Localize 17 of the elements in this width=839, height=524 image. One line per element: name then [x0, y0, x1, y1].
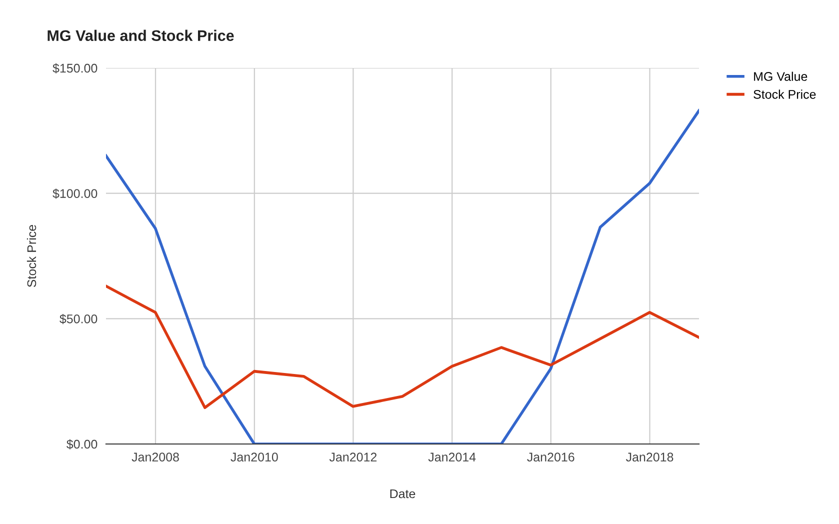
line-series — [106, 284, 699, 410]
y-tick-label: $50.00 — [60, 314, 98, 324]
x-tick-label: Jan2008 — [132, 452, 179, 462]
y-tick-label: $150.00 — [52, 63, 98, 74]
chart-title: MG Value and Stock Price — [48, 30, 234, 42]
x-tick-label: Jan2018 — [626, 452, 674, 462]
x-tick-label: Jan2012 — [329, 452, 377, 462]
x-tick-label: Jan2014 — [428, 452, 476, 462]
y-tick-label: $100.00 — [52, 188, 98, 199]
y-tick-label: $0.00 — [66, 439, 98, 450]
legend-label: MG Value — [754, 72, 808, 81]
x-axis-title: Date — [390, 489, 416, 498]
legend-label: Stock Price — [754, 90, 816, 99]
x-tick-label: Jan2016 — [527, 452, 574, 462]
x-tick-label: Jan2010 — [230, 452, 278, 462]
line-series — [106, 109, 699, 444]
y-axis-title: Stock Price — [26, 224, 36, 288]
